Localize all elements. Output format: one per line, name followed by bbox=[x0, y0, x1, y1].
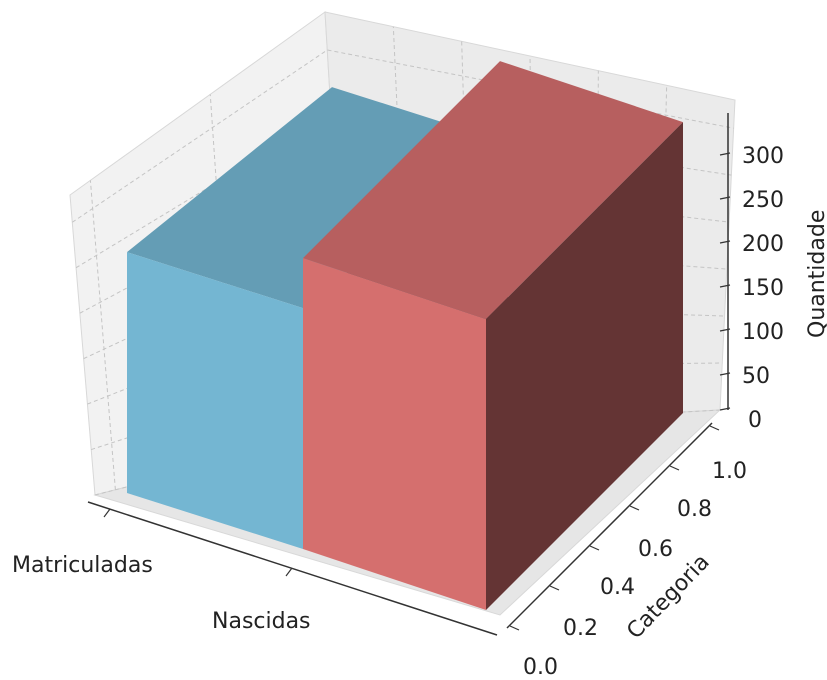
y-tick-label-3: 0.6 bbox=[638, 537, 673, 562]
x-tick-label-nascidas: Nascidas bbox=[212, 609, 311, 634]
bar-2-top bbox=[303, 61, 683, 320]
z-tick-mark bbox=[719, 372, 731, 376]
z-tick-mark bbox=[719, 328, 731, 332]
z-tick-label-2: 100 bbox=[742, 320, 784, 345]
bar-2-side bbox=[486, 122, 683, 610]
bars bbox=[127, 61, 683, 610]
z-tick-label-1: 50 bbox=[742, 364, 770, 389]
gridline bbox=[89, 180, 116, 490]
z-tick-mark bbox=[719, 196, 731, 200]
y-ticks bbox=[509, 425, 720, 631]
y-axis-title: Categoria bbox=[622, 550, 714, 644]
y-tick-mark bbox=[549, 585, 560, 591]
z-tick-label-6: 300 bbox=[742, 144, 784, 169]
z-ticks bbox=[719, 152, 731, 411]
z-tick-mark bbox=[719, 284, 731, 288]
y-tick-label-1: 0.2 bbox=[563, 616, 598, 641]
x-tick-mark bbox=[285, 567, 293, 577]
z-tick-label-3: 150 bbox=[742, 276, 784, 301]
y-tick-label-5: 1.0 bbox=[712, 459, 747, 484]
y-tick-mark bbox=[709, 425, 720, 431]
z-tick-mark bbox=[719, 240, 731, 244]
depth-axis-line bbox=[506, 422, 713, 629]
z-tick-mark bbox=[719, 407, 731, 411]
z-tick-label-5: 250 bbox=[742, 188, 784, 213]
y-tick-mark bbox=[589, 545, 600, 551]
bar-1-front bbox=[127, 252, 303, 549]
y-tick-mark bbox=[669, 465, 680, 471]
y-tick-mark bbox=[509, 625, 520, 631]
y-tick-mark bbox=[629, 505, 640, 511]
category-axis-line bbox=[87, 501, 498, 636]
x-tick-mark bbox=[103, 508, 111, 518]
z-axis-title: Quantidade bbox=[805, 210, 827, 338]
z-tick-label-0: 0 bbox=[748, 408, 762, 433]
y-tick-label-2: 0.4 bbox=[600, 575, 635, 600]
z-tick-mark bbox=[719, 152, 731, 156]
bar-2-front bbox=[303, 258, 486, 610]
y-tick-label-0: 0.0 bbox=[523, 655, 558, 680]
y-tick-label-4: 0.8 bbox=[677, 497, 712, 522]
z-tick-label-4: 200 bbox=[742, 232, 784, 257]
bar-1-top bbox=[127, 87, 508, 309]
x-tick-label-matriculadas: Matriculadas bbox=[12, 553, 153, 578]
